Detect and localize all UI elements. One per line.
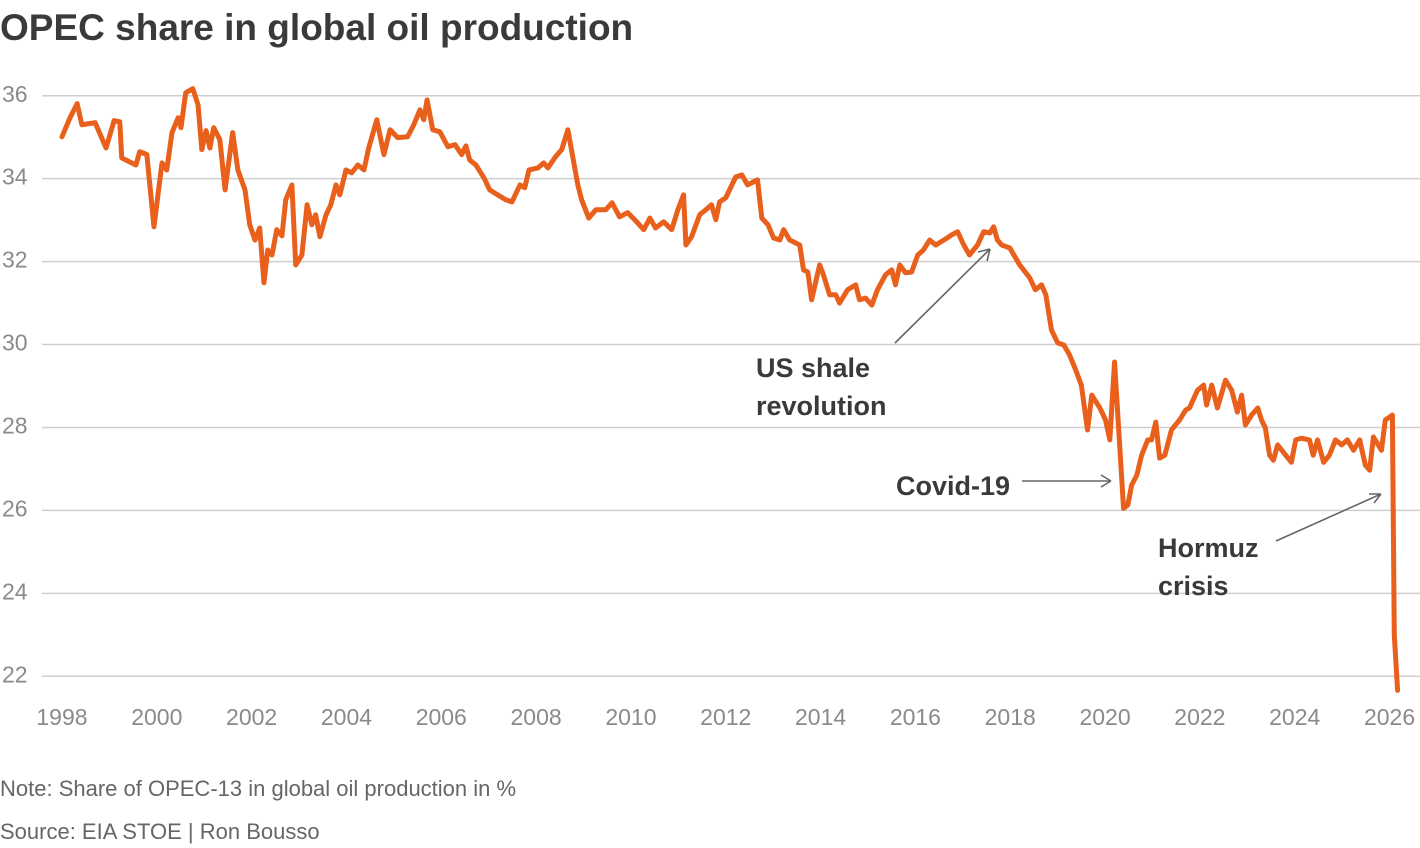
annotations: US shale revolution Covid-19 Hormuz cris…: [756, 248, 1382, 601]
grid: 22 24 26 28 30 32 34 36 1998 2000 2002 2004 2006 2008…: [2, 81, 1420, 730]
y-tick-label: 30: [2, 330, 28, 356]
annotation: Hormuz: [1158, 533, 1259, 563]
y-tick-label: 36: [2, 81, 28, 107]
annotation: Covid-19: [896, 471, 1010, 501]
x-tick-label: 2014: [795, 704, 846, 730]
x-tick-label: 2024: [1269, 704, 1320, 730]
y-tick-label: 26: [2, 495, 28, 521]
x-tick-label: 2010: [605, 704, 656, 730]
y-tick-label: 34: [2, 164, 28, 190]
annotation: US shale: [756, 353, 870, 383]
y-tick-label: 28: [2, 413, 28, 439]
y-tick-label: 32: [2, 247, 28, 273]
x-tick-label: 2000: [131, 704, 182, 730]
x-tick-label: 2004: [321, 704, 372, 730]
source: Source: EIA STOE | Ron Bousso: [0, 819, 320, 844]
annotation: crisis: [1158, 571, 1229, 601]
x-tick-label: 2006: [416, 704, 467, 730]
x-tick-label: 2016: [890, 704, 941, 730]
note: Note: Share of OPEC-13 in global oil pro…: [0, 776, 516, 801]
arrow: [894, 248, 991, 344]
annotation: revolution: [756, 391, 887, 421]
arrow: [1275, 493, 1382, 542]
data-line: [59, 86, 1401, 693]
x-tick-label: 2008: [511, 704, 562, 730]
x-tick-label: 2012: [700, 704, 751, 730]
y-tick-label: 24: [2, 578, 28, 604]
plot: [59, 86, 1401, 693]
x-tick-label: 2026: [1364, 704, 1415, 730]
y-tick-label: 22: [2, 661, 28, 687]
x-tick-label: 2018: [985, 704, 1036, 730]
arrow: [1022, 474, 1112, 488]
x-tick-label: 2020: [1079, 704, 1130, 730]
x-tick-label: 2002: [226, 704, 277, 730]
x-tick-label: 1998: [36, 704, 87, 730]
chart-title: OPEC share in global oil production: [0, 7, 633, 48]
x-tick-label: 2022: [1174, 704, 1225, 730]
